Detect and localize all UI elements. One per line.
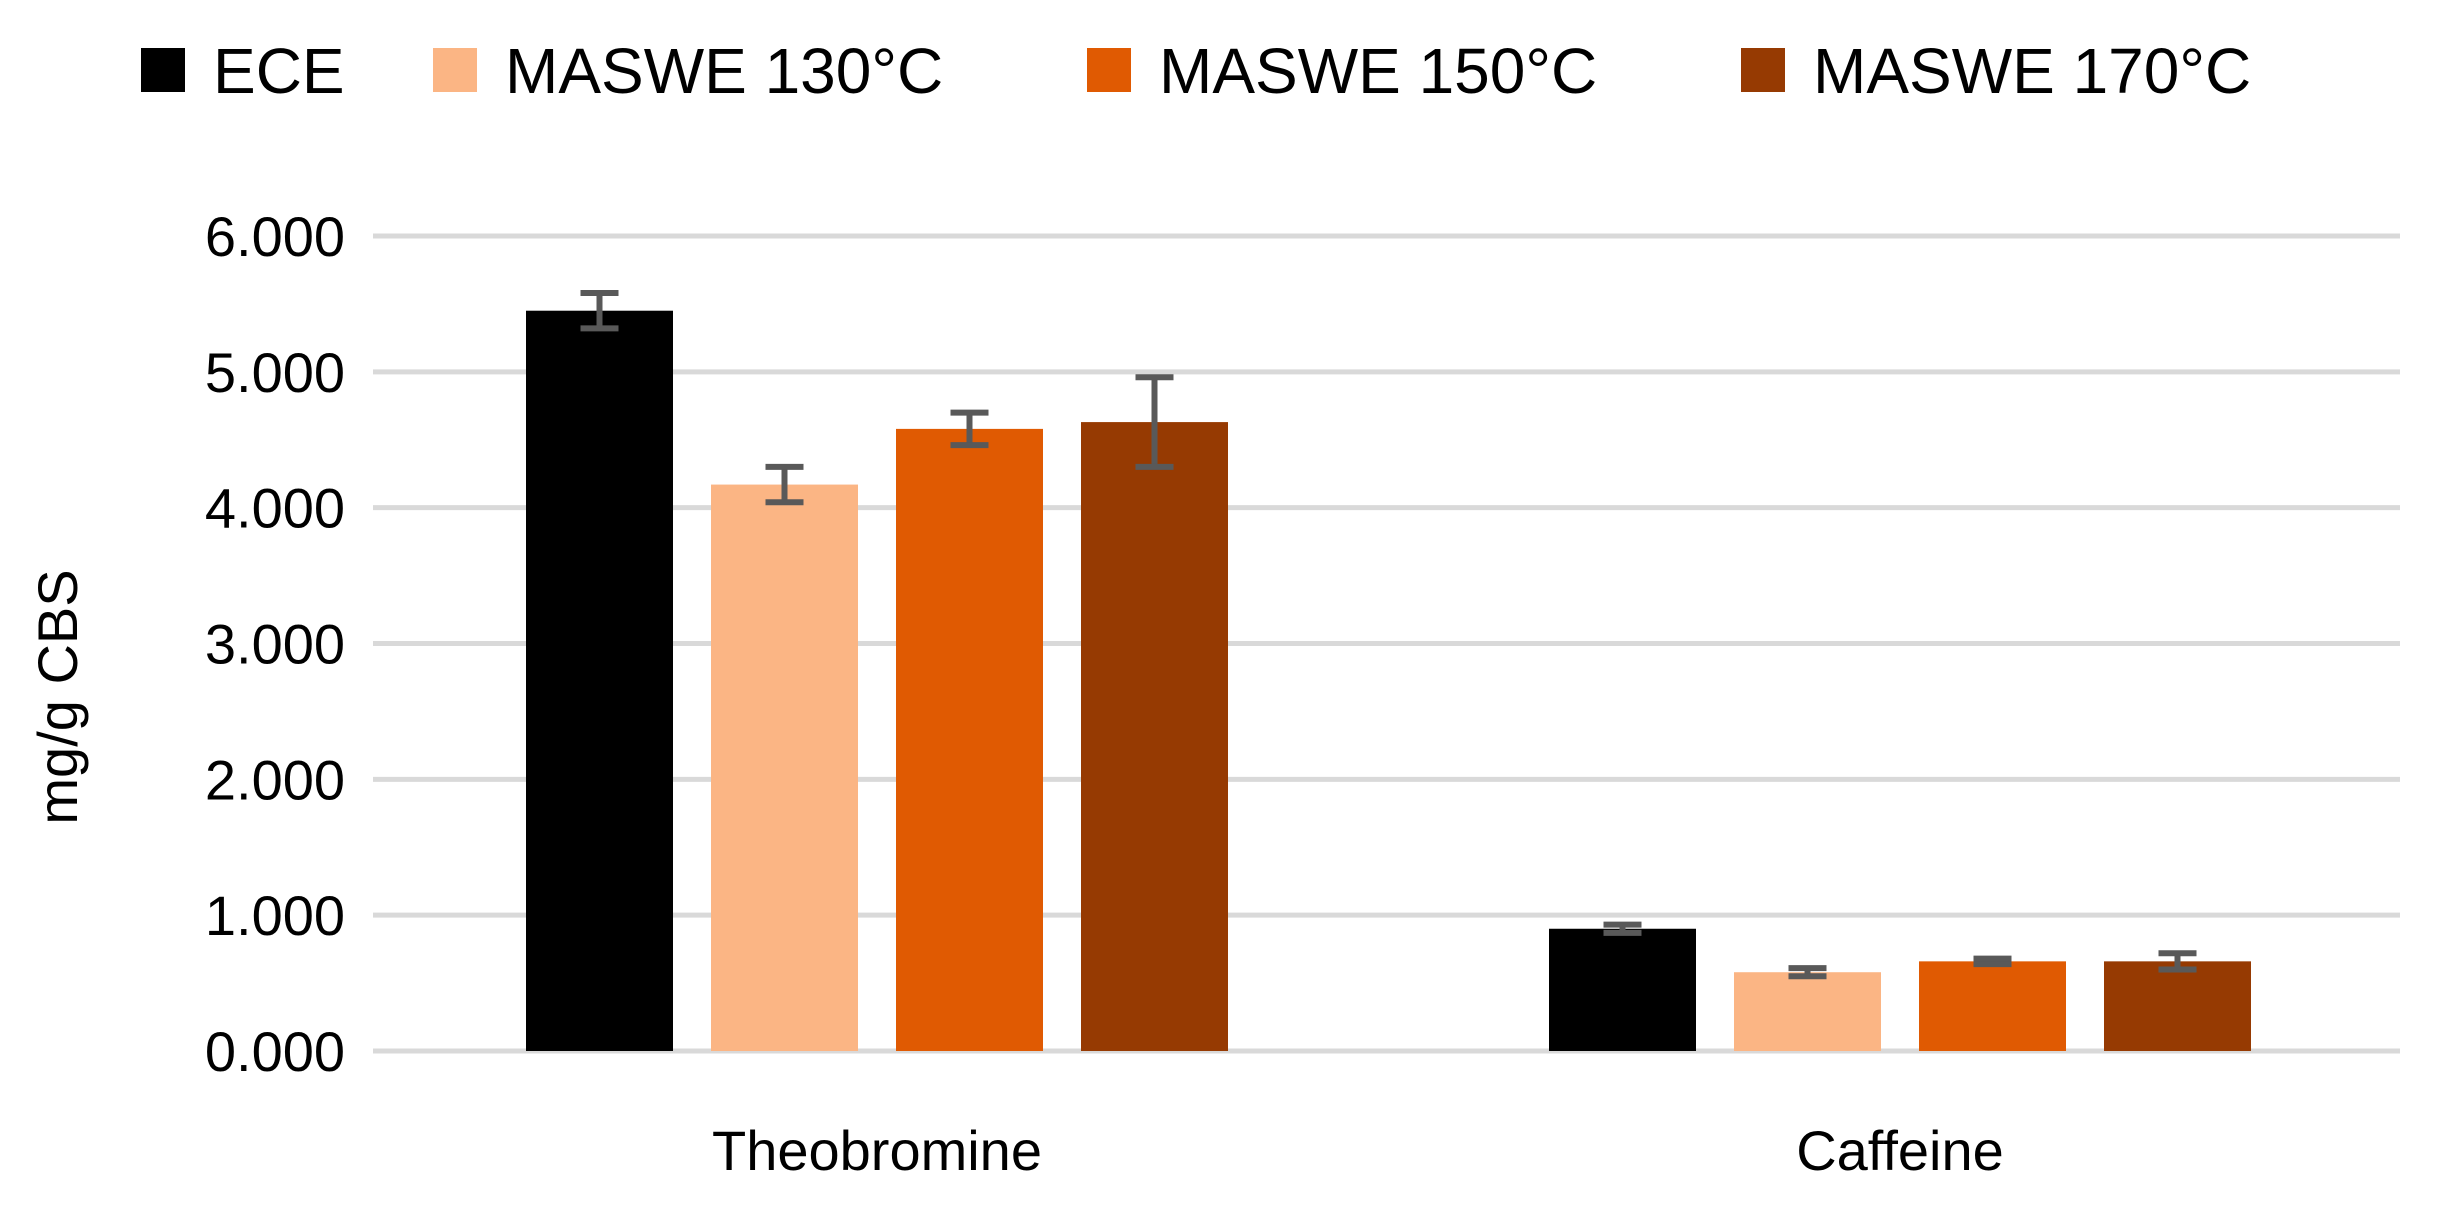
legend-swatch	[1741, 48, 1785, 92]
error-bar	[950, 409, 989, 449]
legend-swatch	[141, 48, 185, 92]
legend-item: MASWE 150°C	[1087, 35, 1597, 107]
bars	[526, 310, 2251, 1052]
x-tick-label-caffeine: Caffeine	[1796, 1119, 2004, 1182]
legend-swatch	[433, 48, 477, 92]
error-bar	[1973, 955, 2012, 968]
bar-theobromine-2	[711, 484, 858, 1051]
y-tick-label: 4.000	[205, 477, 345, 540]
error-bar	[1135, 374, 1174, 470]
legend-item: MASWE 130°C	[433, 35, 943, 107]
error-bar	[580, 290, 619, 332]
legend-label: MASWE 150°C	[1159, 35, 1597, 107]
gridlines	[373, 233, 2400, 1054]
y-tick-label: 5.000	[205, 341, 345, 404]
bar-theobromine-4	[1081, 422, 1228, 1051]
bar-caffeine-2	[1734, 972, 1881, 1051]
legend-item: ECE	[141, 35, 345, 107]
y-axis-title: mg/g CBS	[26, 569, 89, 824]
error-bars	[580, 290, 2197, 980]
y-tick-label: 2.000	[205, 748, 345, 811]
y-tick-label: 1.000	[205, 884, 345, 947]
y-axis-ticks: 0.000 1.000 2.000 3.000 4.000 5.000 6.000	[205, 205, 345, 1083]
error-bar	[1788, 965, 1827, 980]
legend-label: ECE	[213, 35, 345, 107]
bar-caffeine-1	[1549, 928, 1696, 1051]
legend-label: MASWE 130°C	[505, 35, 943, 107]
error-bar	[1603, 921, 1642, 936]
y-tick-label: 0.000	[205, 1020, 345, 1083]
bar-caffeine-3	[1919, 961, 2066, 1051]
x-axis-labels: Theobromine Caffeine	[712, 1119, 2004, 1182]
bar-theobromine-1	[526, 310, 673, 1051]
legend-swatch	[1087, 48, 1131, 92]
y-tick-label: 6.000	[205, 205, 345, 268]
error-bar	[765, 463, 804, 506]
bar-caffeine-4	[2104, 961, 2251, 1051]
legend: ECE MASWE 130°C MASWE 150°C MASWE 170°C	[141, 35, 2251, 107]
error-bar	[2158, 950, 2197, 973]
legend-item: MASWE 170°C	[1741, 35, 2251, 107]
bar-theobromine-3	[896, 428, 1043, 1052]
legend-label: MASWE 170°C	[1813, 35, 2251, 107]
y-tick-label: 3.000	[205, 613, 345, 676]
x-tick-label-theobromine: Theobromine	[712, 1119, 1042, 1182]
